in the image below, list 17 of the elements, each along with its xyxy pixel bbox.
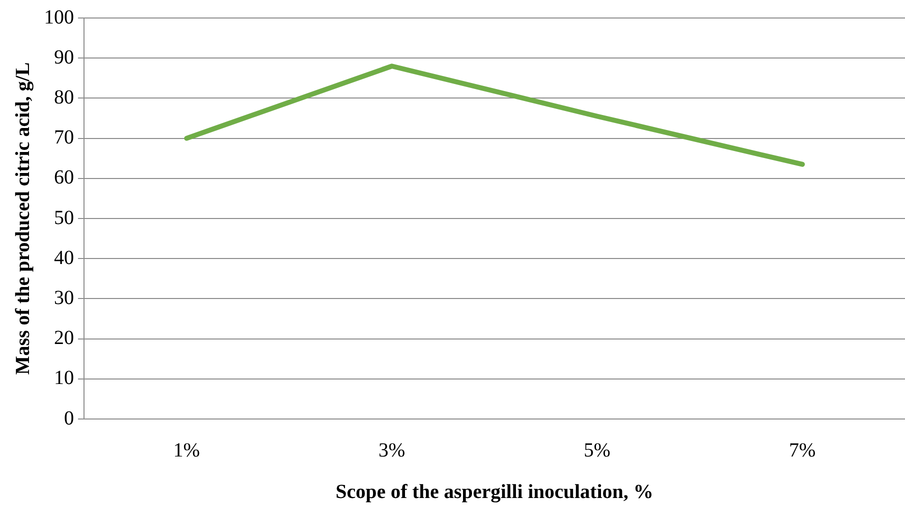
y-tick-label: 40 xyxy=(54,246,74,269)
y-tick-label: 60 xyxy=(54,166,74,189)
x-tick-label: 3% xyxy=(378,439,406,462)
y-tick-label: 30 xyxy=(54,286,74,309)
y-tick-label: 20 xyxy=(54,327,74,350)
y-tick-label: 50 xyxy=(54,206,74,229)
x-tick-label: 5% xyxy=(584,439,610,462)
y-tick-label: 0 xyxy=(64,407,74,430)
x-axis-title: Scope of the aspergilli inoculation, % xyxy=(336,481,654,504)
y-tick-label: 70 xyxy=(54,126,74,149)
y-axis-title: Mass of the produced citric acid, g/L xyxy=(12,62,34,375)
y-tick-label: 100 xyxy=(44,6,74,28)
y-tick-label: 80 xyxy=(54,86,74,108)
y-tick-label: 90 xyxy=(54,46,74,68)
y-tick-label: 10 xyxy=(54,367,74,390)
x-tick-label: 7% xyxy=(789,439,816,462)
x-tick-label: 1% xyxy=(173,439,200,462)
